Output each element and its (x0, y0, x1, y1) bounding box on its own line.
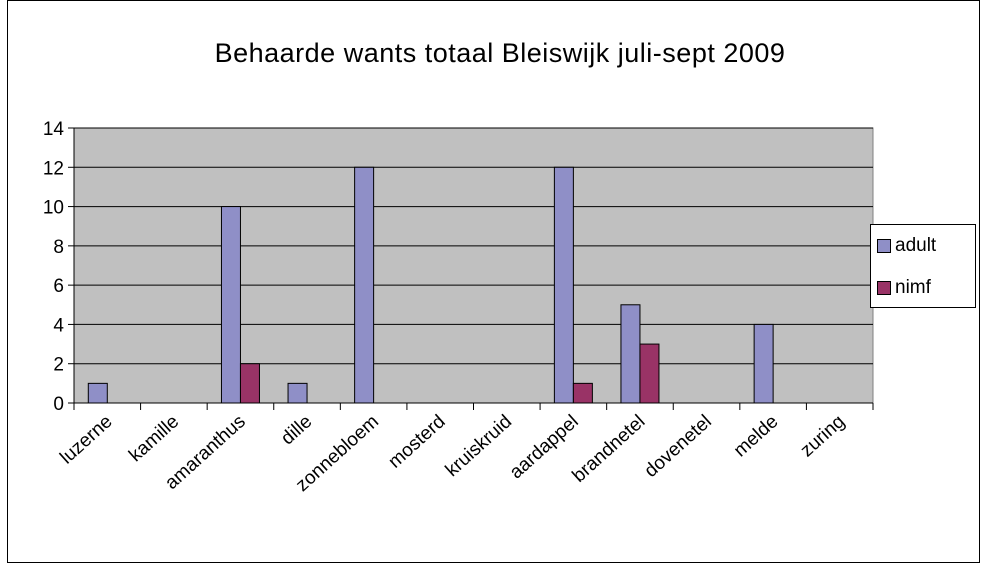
legend-label-adult: adult (895, 235, 937, 256)
plot-area (73, 127, 874, 404)
x-category-label: brandnetel (569, 411, 650, 487)
x-category-label: kamille (125, 411, 183, 466)
x-category-label: luzerne (56, 411, 116, 468)
x-category-label: kruiskruid (442, 411, 516, 481)
legend-label-nimf: nimf (895, 277, 931, 298)
y-tick-label: 6 (53, 276, 64, 297)
x-category-label: dille (277, 411, 316, 449)
y-tick-label: 4 (53, 315, 64, 336)
x-category-label: zuring (797, 411, 850, 461)
bar-adult (553, 166, 574, 404)
bar-adult (354, 166, 375, 404)
y-tick-label: 10 (43, 198, 64, 219)
bar-nimf (639, 343, 660, 404)
bar-adult (220, 206, 241, 404)
y-tick-label: 2 (53, 355, 64, 376)
legend-item-nimf: nimf (877, 277, 931, 299)
y-tick-label: 14 (43, 119, 65, 140)
legend-swatch-adult (877, 239, 891, 253)
bar-adult (753, 323, 774, 404)
bar-adult (287, 382, 308, 404)
bar-nimf (239, 363, 260, 404)
legend-item-adult: adult (877, 235, 936, 257)
bar-adult (87, 382, 108, 404)
x-category-label: dovenetel (641, 411, 716, 482)
y-tick-label: 8 (53, 237, 64, 258)
y-tick-label: 0 (53, 394, 64, 415)
legend: adult nimf (870, 224, 976, 308)
x-category-label: melde (730, 411, 783, 461)
bar-adult (620, 304, 641, 404)
legend-swatch-nimf (877, 281, 891, 295)
y-tick-label: 12 (43, 158, 64, 179)
chart-title: Behaarde wants totaal Bleiswijk juli-sep… (214, 38, 786, 68)
bar-nimf (572, 382, 593, 404)
x-category-label: mosterd (384, 411, 449, 473)
